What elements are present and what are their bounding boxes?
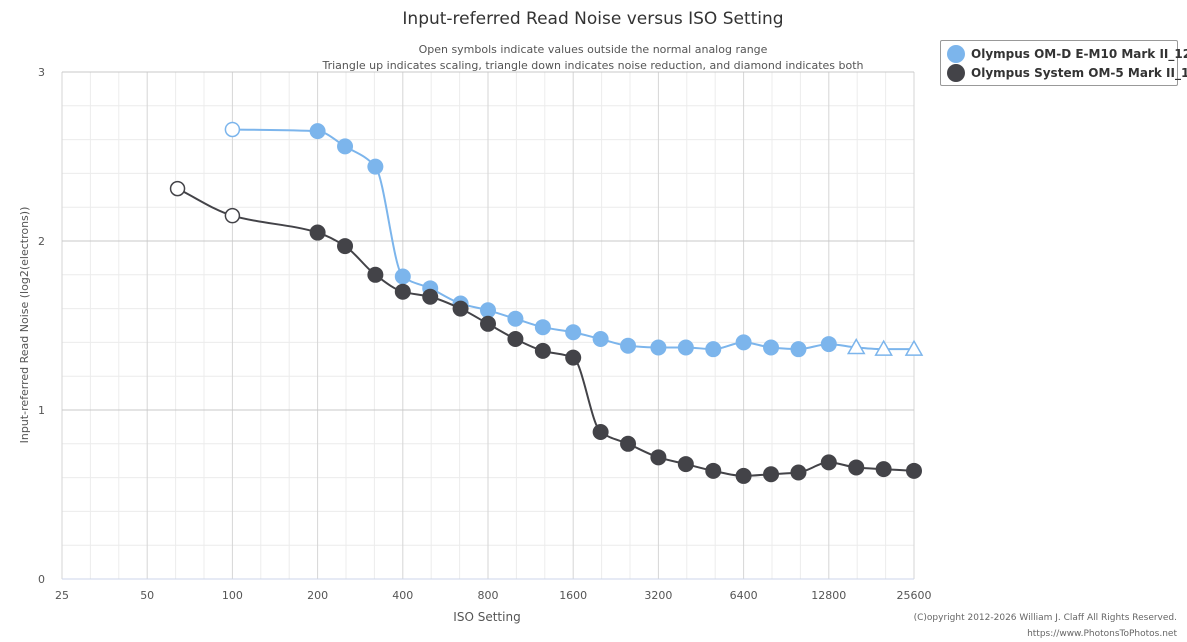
x-tick-label: 800 [478, 589, 499, 602]
x-tick-label: 100 [222, 589, 243, 602]
series-1-point [705, 341, 722, 358]
x-tick-label: 6400 [730, 589, 758, 602]
y-tick-label: 3 [38, 66, 45, 79]
series-2-point [480, 315, 496, 332]
y-tick-label: 0 [38, 573, 45, 586]
series-1-point [224, 121, 241, 138]
series-2-point [337, 238, 354, 255]
series-2-swatch-icon [947, 64, 965, 82]
y-tick-label: 2 [38, 235, 45, 248]
series-2-point [169, 180, 186, 197]
series-1-point [677, 339, 694, 356]
series-1-point [820, 336, 837, 353]
series-2-point [394, 283, 411, 300]
series-1-swatch-icon [947, 45, 965, 63]
major-grid [61, 71, 915, 580]
series-1-point [534, 319, 551, 336]
legend: Olympus OM-D E-M10 Mark II_12 Olympus Sy… [940, 40, 1187, 86]
series-1-point [367, 158, 384, 175]
series-2-point [620, 435, 637, 452]
series-1-point [650, 339, 667, 356]
x-tick-label: 200 [307, 589, 328, 602]
copyright-notice: (C)opyright 2012-2026 William J. Claff A… [913, 613, 1177, 623]
series-2-point [735, 467, 752, 484]
legend-label-series-2: Olympus System OM-5 Mark II_12 [971, 66, 1187, 80]
series-2-point [592, 423, 609, 440]
minor-grid [62, 72, 914, 579]
series-1-point [790, 341, 807, 358]
series-layer [169, 121, 924, 484]
series-1-point [337, 138, 354, 155]
series-2-point [906, 462, 922, 479]
x-tick-label: 1600 [559, 589, 587, 602]
x-tick-label: 3200 [644, 589, 672, 602]
x-axis-ticks: 25 50 100 200 400 800 1600 3200 6400 12800 25600 [55, 589, 932, 602]
chart-subtitle-line-2: Triangle up indicates scaling, triangle … [321, 59, 863, 72]
x-tick-label: 50 [140, 589, 154, 602]
series-1-point [394, 268, 411, 285]
series-2-point [565, 349, 582, 366]
series-1-point [846, 337, 866, 355]
series-2-point [507, 331, 524, 348]
series-1-point [735, 334, 752, 351]
series-1-point [874, 339, 893, 356]
chart-subtitle-line-1: Open symbols indicate values outside the… [419, 43, 768, 56]
series-2-point [422, 288, 439, 305]
series-2-point [650, 449, 667, 466]
x-tick-label: 400 [392, 589, 413, 602]
chart-title: Input-referred Read Noise versus ISO Set… [402, 9, 783, 29]
x-tick-label: 12800 [811, 589, 846, 602]
copyright-url[interactable]: https://www.PhotonsToPhotos.net [1027, 629, 1177, 639]
x-tick-label: 25600 [897, 589, 932, 602]
series-1-point [309, 123, 326, 140]
series-1-point [565, 324, 582, 341]
series-2-point [705, 462, 722, 479]
legend-label-series-1: Olympus OM-D E-M10 Mark II_12 [971, 47, 1187, 61]
series-1-point [763, 339, 780, 356]
legend-item-series-2[interactable]: Olympus System OM-5 Mark II_12 [947, 63, 1187, 83]
series-1-point [480, 302, 496, 319]
series-2-point [224, 207, 241, 224]
series-2-point [452, 300, 469, 317]
x-tick-label: 25 [55, 589, 69, 602]
series-2-point [875, 461, 892, 478]
y-axis-label: Input-referred Read Noise (log2(electron… [18, 207, 31, 444]
y-axis-ticks: 0 1 2 3 [38, 66, 45, 586]
legend-item-series-1[interactable]: Olympus OM-D E-M10 Mark II_12 [947, 44, 1187, 64]
series-2-point [309, 224, 326, 241]
series-1-point [620, 337, 637, 354]
series-2-point [534, 342, 551, 359]
y-tick-label: 1 [38, 404, 45, 417]
series-2-point [790, 464, 807, 481]
series-2-point [677, 456, 694, 473]
series-2-point [763, 466, 780, 483]
series-2-point [848, 459, 865, 476]
x-axis-label: ISO Setting [453, 610, 520, 624]
series-1-point [507, 310, 524, 327]
series-1-point [592, 331, 609, 348]
series-2-point [367, 266, 384, 283]
series-2-point [820, 454, 837, 471]
series-1-point [904, 339, 924, 356]
